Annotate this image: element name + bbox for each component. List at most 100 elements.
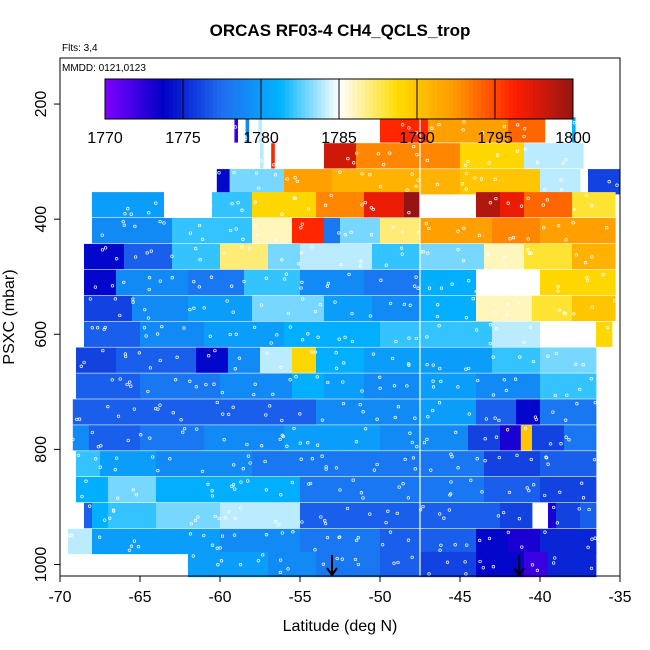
track-point — [407, 336, 411, 340]
track-point — [465, 543, 469, 547]
track-point — [133, 224, 137, 229]
track-point — [505, 428, 510, 432]
track-point — [480, 279, 484, 284]
track-point — [202, 533, 206, 538]
track-point — [564, 238, 568, 242]
track-point — [445, 560, 450, 564]
track-point — [493, 416, 497, 420]
track-point — [368, 173, 372, 177]
track-point — [438, 366, 442, 371]
track-point — [218, 546, 222, 550]
colorbar-swatch — [225, 79, 230, 119]
arrow-marker-head — [513, 567, 526, 577]
colorbar-swatch — [465, 79, 470, 119]
colorbar-swatch — [121, 79, 126, 119]
colorbar-swatch — [365, 79, 370, 119]
heatmap-cell — [188, 269, 245, 296]
track-point — [559, 178, 563, 182]
track-point — [426, 415, 430, 419]
track-point — [147, 211, 151, 215]
track-point — [368, 512, 372, 516]
track-point — [156, 468, 160, 473]
heatmap-cell — [372, 295, 421, 322]
track-point — [106, 404, 110, 409]
track-point — [338, 535, 342, 539]
track-point — [192, 209, 197, 213]
track-point — [306, 441, 310, 445]
track-point — [464, 187, 468, 191]
colorbar-swatch — [237, 79, 242, 119]
track-point — [69, 533, 74, 537]
track-point — [533, 415, 538, 419]
track-point — [593, 536, 597, 540]
heatmap-cell — [500, 425, 522, 451]
track-point — [564, 435, 568, 439]
colorbar-swatch — [489, 79, 494, 119]
track-point — [474, 328, 479, 332]
track-point — [558, 490, 562, 494]
track-point — [323, 203, 328, 207]
track-point — [220, 390, 225, 395]
track-point — [513, 377, 518, 381]
heatmap-cell — [548, 551, 597, 578]
track-point — [556, 224, 561, 228]
track-point — [572, 121, 577, 125]
track-point — [300, 222, 304, 226]
track-point — [93, 285, 98, 289]
track-point — [280, 258, 284, 262]
track-point — [310, 245, 314, 249]
x-tick-label: -40 — [528, 589, 551, 606]
track-point — [575, 402, 579, 406]
track-point — [285, 444, 289, 448]
colorbar-swatch — [421, 79, 426, 119]
colorbar-tick-label: 1775 — [165, 130, 201, 147]
track-point — [112, 509, 116, 513]
track-point — [529, 251, 533, 255]
track-point — [127, 548, 132, 552]
track-point — [277, 523, 281, 527]
colorbar-swatch — [377, 79, 382, 119]
heatmap-cell — [316, 347, 365, 373]
track-point — [202, 306, 206, 310]
colorbar-swatch — [445, 79, 450, 119]
track-point — [546, 354, 550, 358]
colorbar-swatch — [133, 79, 138, 119]
colorbar-swatch — [437, 79, 442, 119]
track-point — [415, 153, 419, 157]
track-point — [219, 559, 224, 563]
track-point — [412, 144, 416, 149]
track-point — [233, 367, 237, 371]
track-point — [543, 493, 547, 498]
track-point — [378, 375, 382, 379]
track-point — [551, 561, 556, 565]
track-point — [502, 255, 506, 259]
heatmap-cell — [92, 192, 165, 218]
y-tick-label: 800 — [33, 436, 50, 463]
track-point — [557, 308, 562, 312]
track-point — [502, 124, 507, 129]
track-point — [122, 280, 126, 285]
track-point — [590, 537, 594, 541]
heatmap-cell — [284, 169, 333, 195]
heatmap-cell — [540, 451, 597, 477]
track-point — [329, 193, 333, 198]
track-point — [100, 248, 105, 252]
track-point — [564, 418, 568, 422]
colorbar-swatch — [325, 79, 330, 119]
colorbar-swatch — [549, 79, 554, 119]
heatmap-cell — [508, 528, 541, 555]
track-point — [282, 277, 287, 281]
track-point — [464, 171, 469, 176]
track-point — [220, 534, 225, 538]
heatmap-cell — [284, 321, 381, 347]
track-point — [494, 196, 498, 201]
track-point — [232, 463, 236, 467]
track-point — [382, 163, 386, 167]
track-point — [315, 375, 319, 379]
heatmap-cell — [108, 502, 157, 529]
track-point — [386, 509, 390, 513]
track-point — [484, 417, 489, 421]
track-point — [447, 508, 452, 512]
track-point — [80, 494, 84, 499]
track-point — [429, 468, 433, 472]
